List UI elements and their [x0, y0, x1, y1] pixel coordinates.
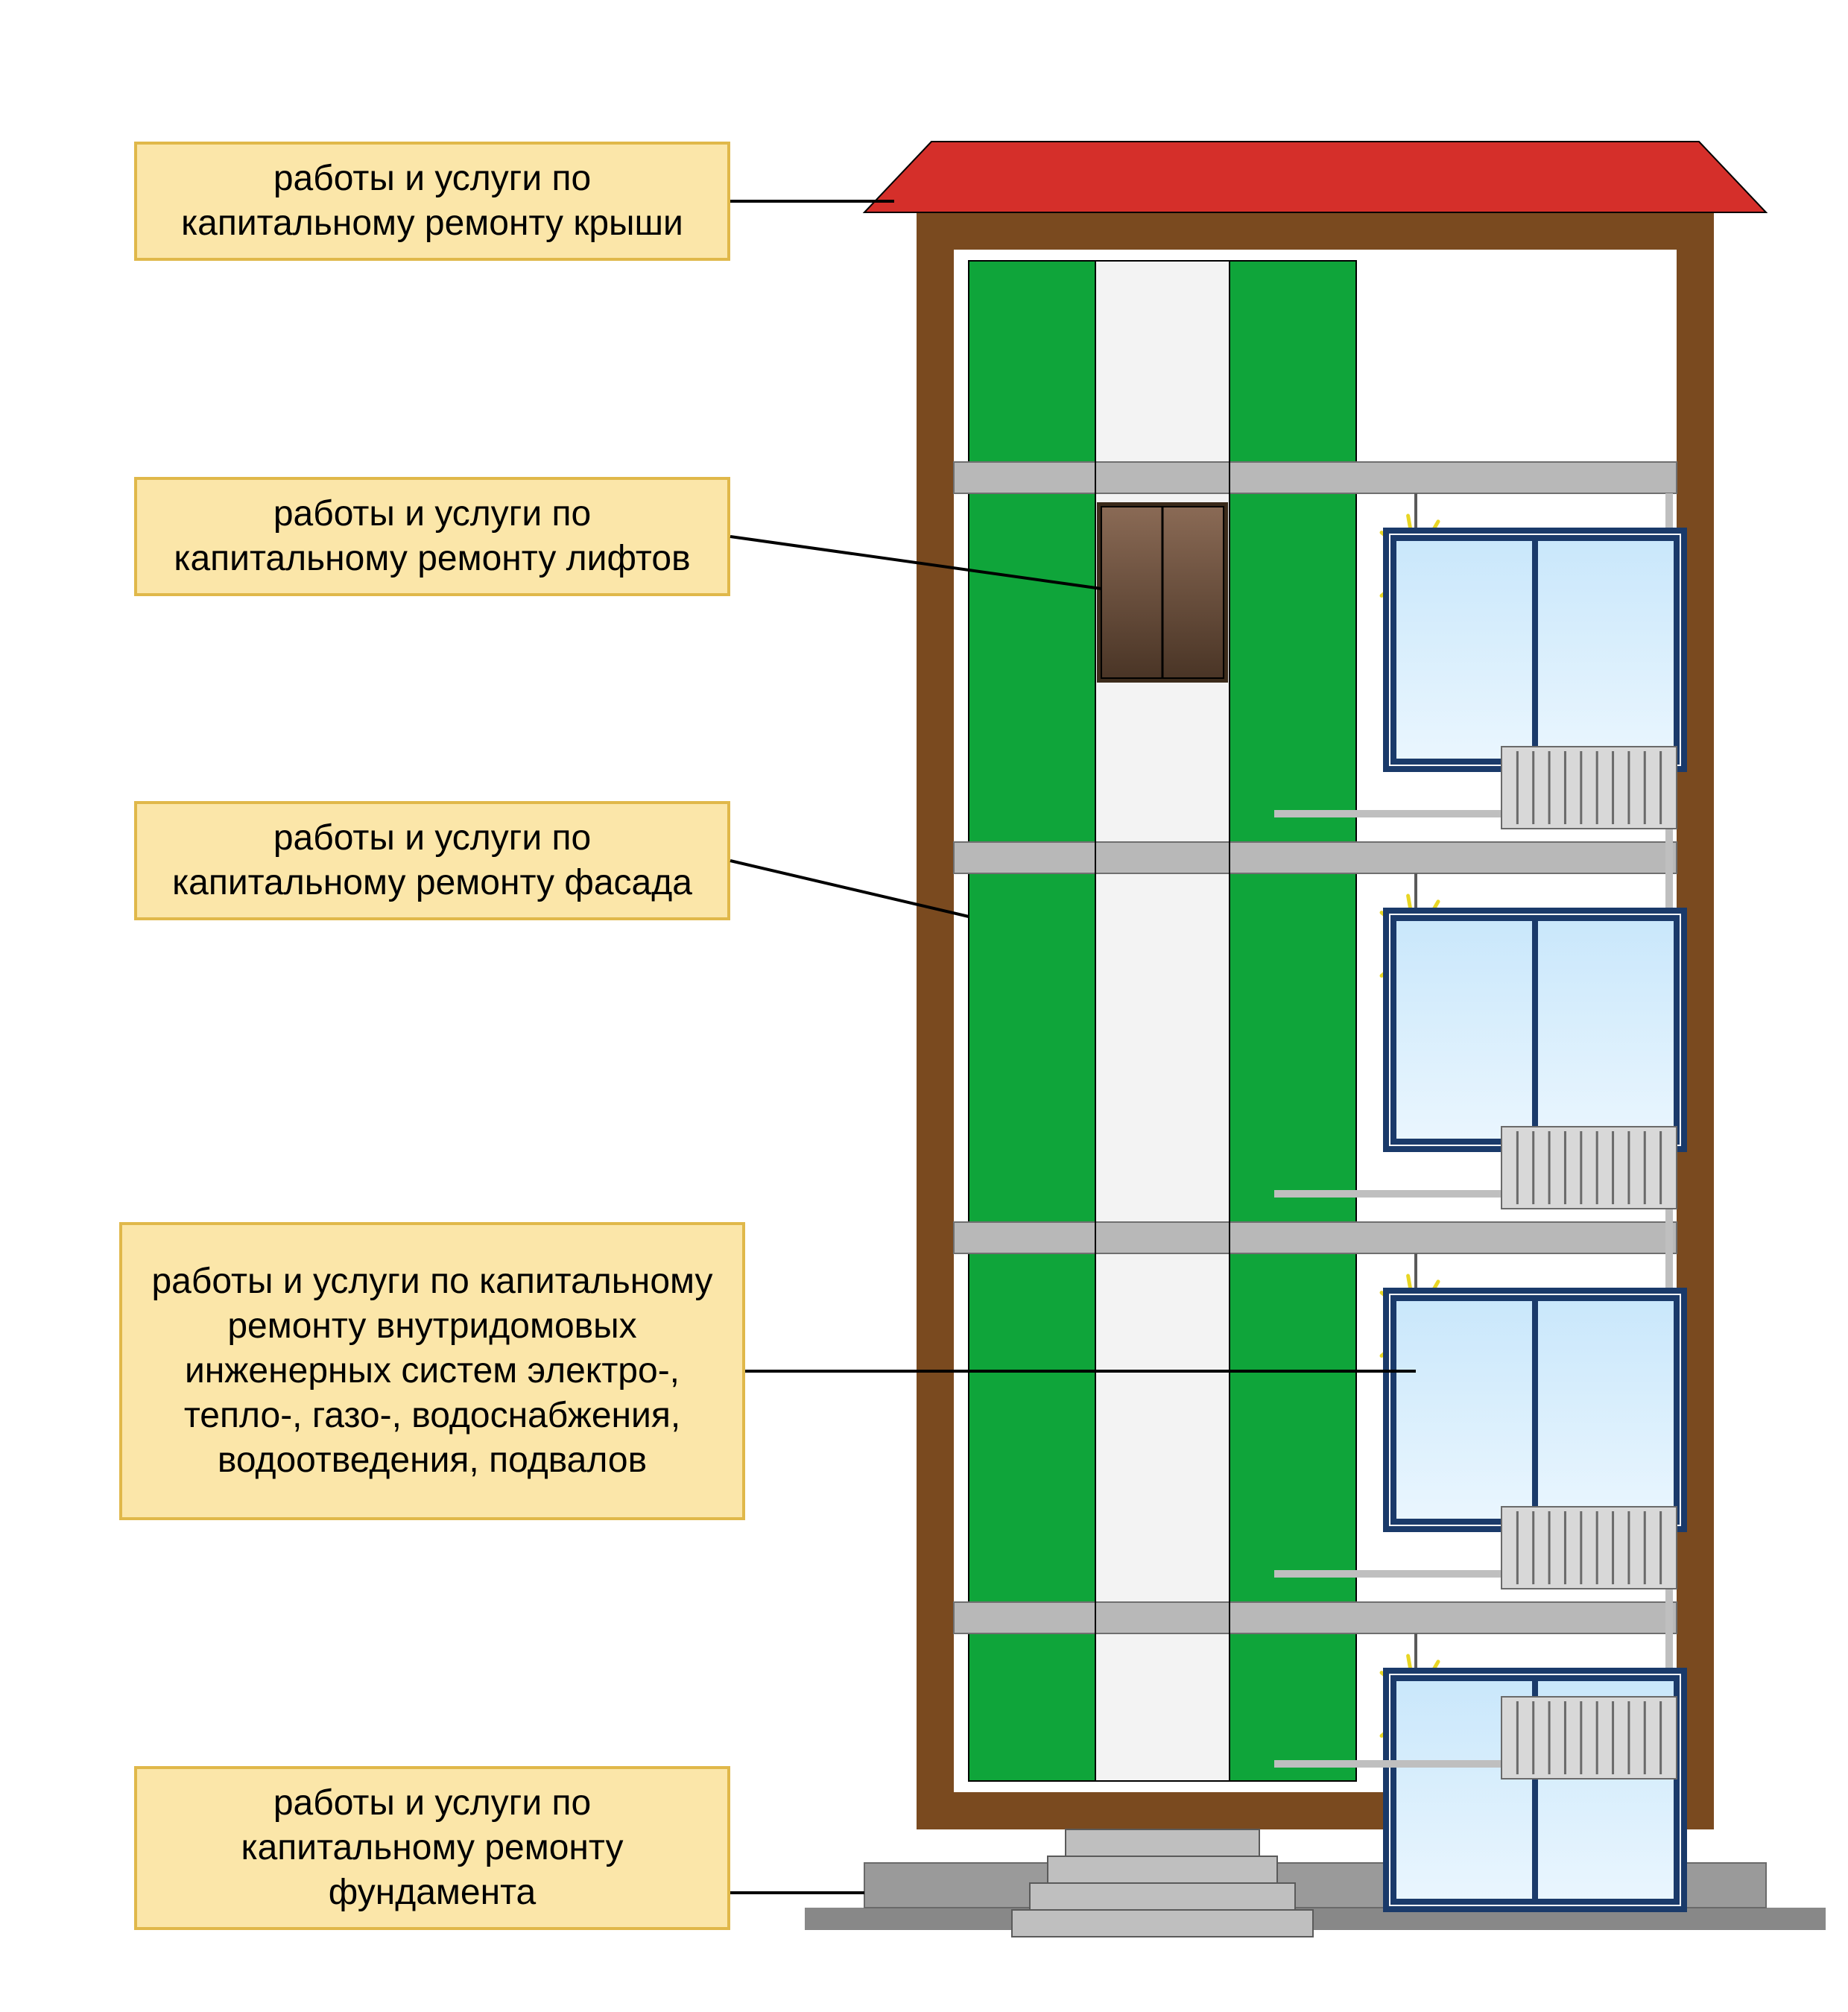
leader-lines — [0, 0, 1848, 2012]
diagram-stage: работы и услуги по капитальному ремонту … — [0, 0, 1848, 2012]
